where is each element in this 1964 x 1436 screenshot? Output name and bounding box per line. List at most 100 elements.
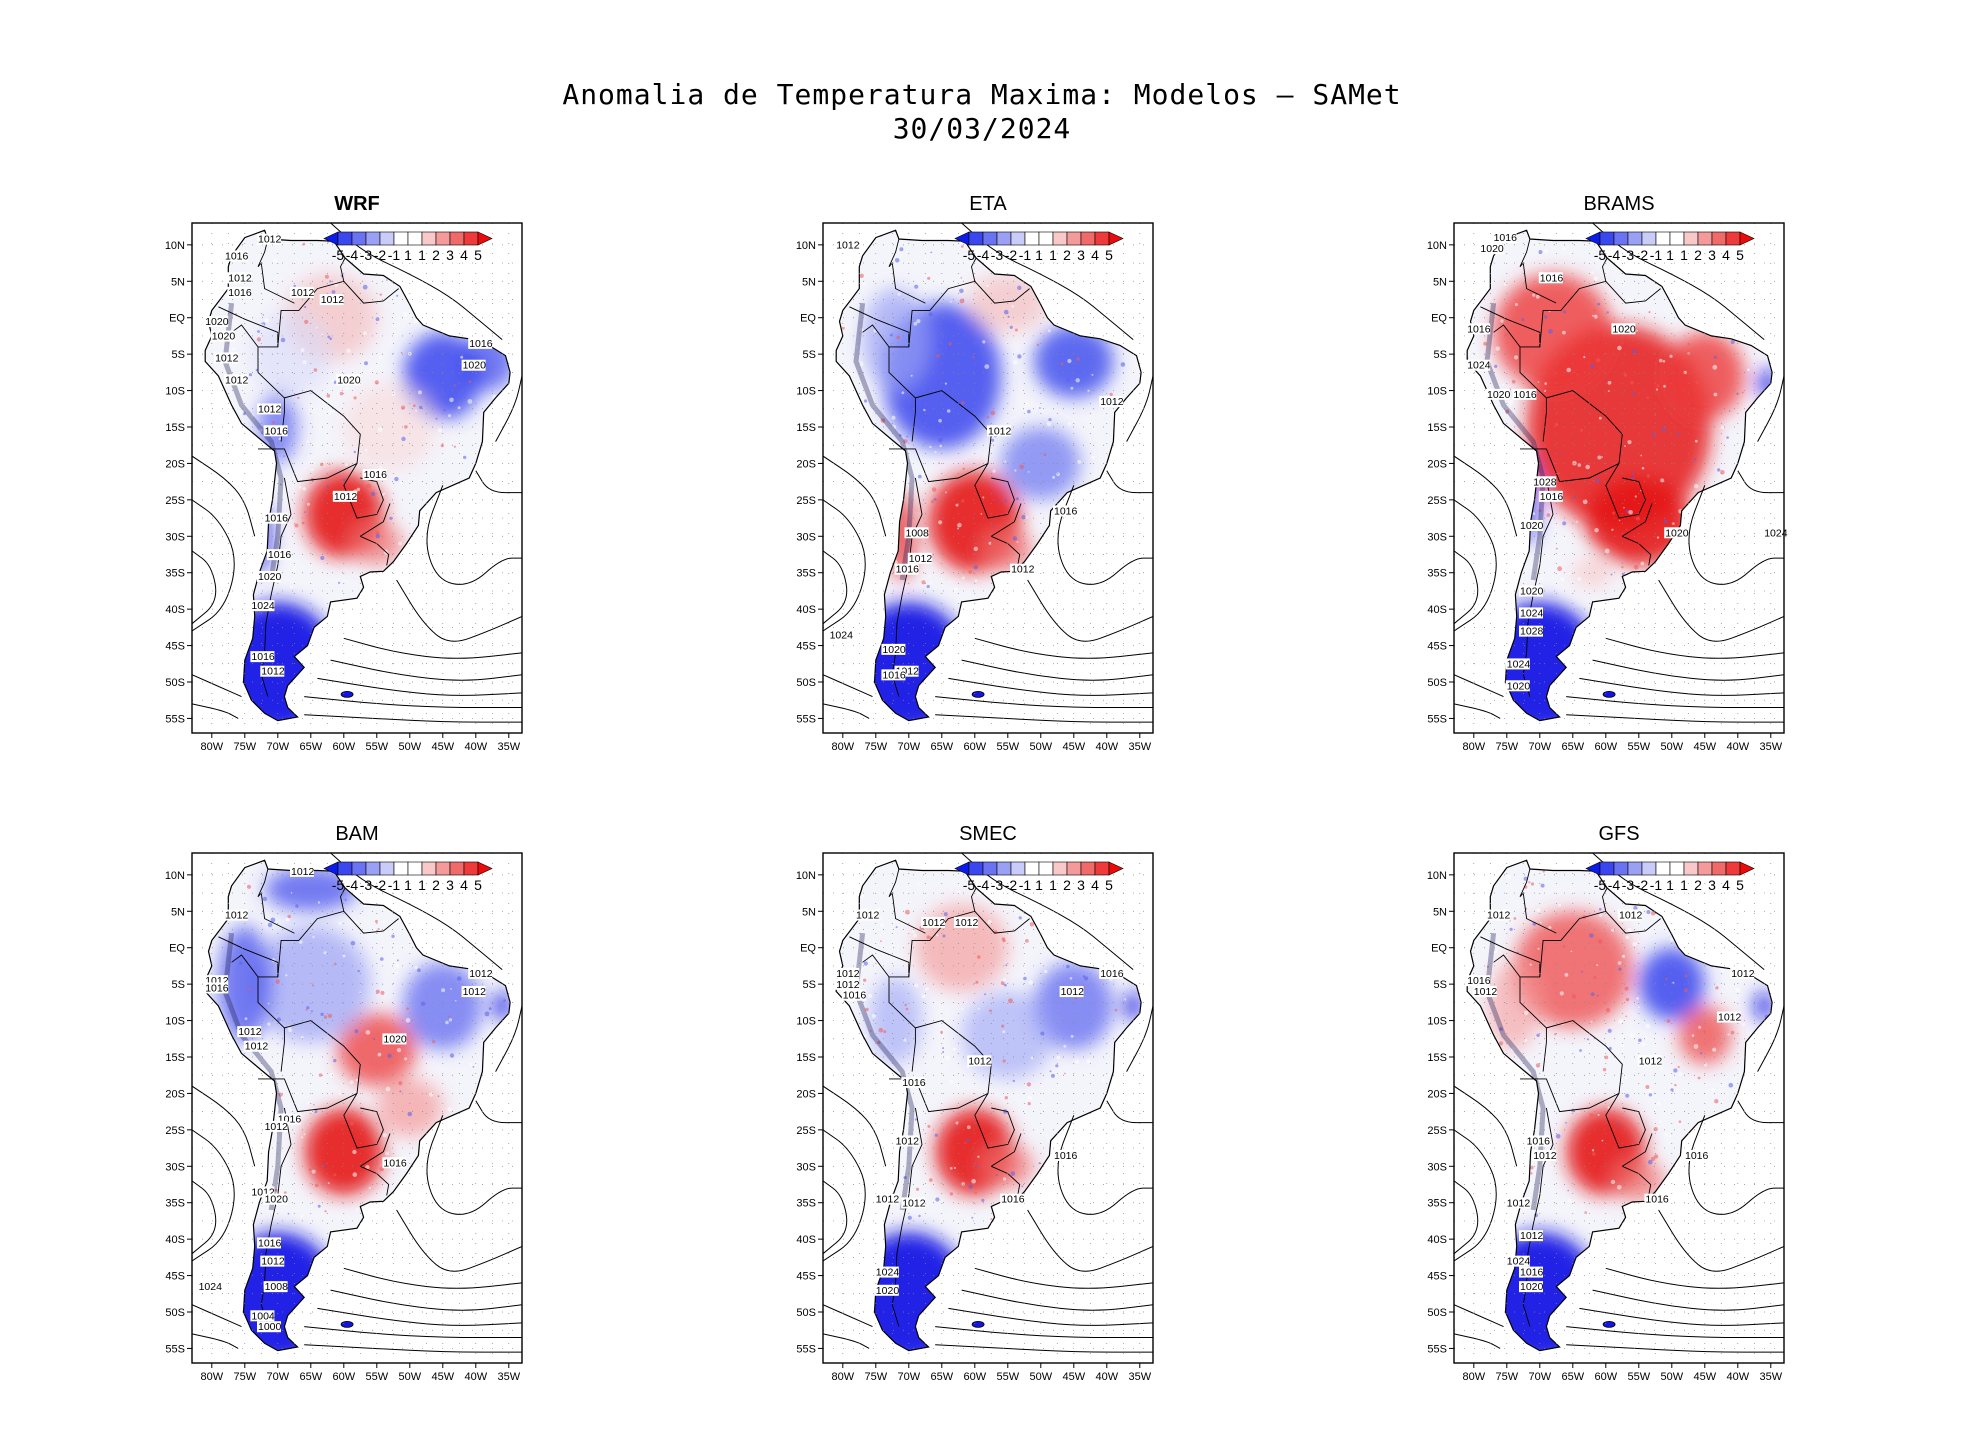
country-border [974,280,1030,304]
isobar-label: 1012 [1487,910,1511,922]
isobar-line [304,696,522,708]
colorbar-swatch [1641,861,1657,876]
isobar-line [304,714,522,723]
isobar-line [823,674,873,698]
panel-title: WRF [334,193,380,215]
lat-label: 10N [1427,870,1447,882]
isobar-line [974,1267,1153,1289]
isobar-label-bg [1664,527,1689,539]
country-border [1519,238,1531,267]
isobar-label: 1016 [265,425,289,437]
isobar-line [396,579,522,642]
colorbar-tick: 3 [1077,247,1085,263]
lon-label: 50W [1660,741,1683,753]
anomaly-region [1586,478,1692,566]
isobar-line [1454,1085,1518,1167]
isobar-label-bg [250,1186,275,1198]
isobar-label-bg [1637,1055,1662,1067]
colorbar-tick: -3 [1622,877,1635,893]
map-svg: 1012 101210121016101210121012101610121016… [1427,852,1785,1383]
lon-label: 65W [1561,741,1584,753]
colorbar-swatch [1080,861,1096,876]
isobar-label-bg [204,975,229,987]
anomaly-region [1034,325,1114,398]
country-border [1622,1165,1652,1196]
map-svg: 1012 1016 1012 1016 1012 1012 1020 1020 1012 1012… [165,222,523,753]
colorbar-swatch [407,861,423,876]
colorbar-tick: 2 [1694,877,1702,893]
colorbar-swatch [351,231,367,246]
anomaly-region [1123,991,1142,1021]
isobar-label-bg [1538,490,1563,502]
lat-label: 20S [165,458,185,470]
country-border [991,1133,1022,1167]
isobar-line [1658,579,1784,642]
lon-label: 40W [1095,1371,1118,1383]
country-border [974,463,1015,519]
isobar-label-bg [362,469,387,480]
isobar-label: 1012 [238,1026,262,1038]
colorbar-swatch [1697,231,1713,246]
isobar-label: 1016 [205,982,229,994]
country-border [908,887,977,977]
colorbar-swatch [1669,231,1685,246]
isobar-line [330,1289,522,1311]
colorbar-tick: 5 [1736,247,1744,263]
country-border [1605,280,1661,304]
isobar-label-bg [214,352,239,364]
country-border [1519,262,1557,304]
lat-label: 30S [1427,531,1447,543]
isobar-label: 1020 [383,1033,407,1045]
lon-label: 70W [1528,1371,1551,1383]
isobar-label: 1016 [265,513,289,525]
isobar-label: 1012 [955,917,979,929]
country-border [1493,954,1521,978]
isobar-label-bg [901,1197,926,1209]
colorbar-swatch [1725,861,1741,876]
country-border [1520,390,1623,483]
lat-label: 25S [165,495,185,507]
lon-label: 60W [332,1371,355,1383]
lat-label: 10N [1427,240,1447,252]
isobar-line [1566,714,1784,723]
colorbar-tick: 2 [1694,247,1702,263]
coastline [1466,859,1773,1352]
lon-label: 50W [398,1371,421,1383]
isobar-line [1658,1209,1784,1272]
isobar-line [935,1344,1153,1353]
isobar-line [948,1307,1153,1326]
colorbar-swatch [393,861,409,876]
country-border [1519,868,1531,897]
lat-label: 35S [796,1198,816,1210]
isobar-label: 1016 [469,338,493,350]
isobar-label-bg [1519,1281,1543,1293]
panel-smec: SMEC 1012 1012 1012 1012 1012 1016 1016 1012 101… [723,823,1193,1383]
anomaly-region [1572,558,1613,588]
colorbar-tick: -2 [374,247,387,263]
lat-label: EQ [800,943,816,955]
colorbar-tick: 4 [1722,247,1730,263]
isobar-label: 1016 [1100,968,1124,980]
falklands [340,690,354,698]
lon-label: 60W [1594,1371,1617,1383]
country-border [231,324,259,348]
country-border [1605,463,1646,519]
isobar-label: 1012 [1011,564,1035,576]
isobar-label: 1016 [1540,491,1564,503]
lat-label: EQ [1431,943,1447,955]
colorbar-tick: 1 [404,247,412,263]
figure-title: Anomalia de Temperatura Maxima: Modelos … [562,78,1402,111]
map-svg: 1012101210121008101210161016101210241020… [796,222,1154,753]
isobar-label: 1012 [1533,1150,1557,1162]
isobar-label-bg [907,552,932,564]
colorbar-tick: -3 [991,247,1004,263]
isobar-label-bg [227,272,252,284]
colorbar-tick: 3 [446,247,454,263]
country-border [1493,324,1521,348]
lat-label: 10N [796,870,816,882]
lat-label: 45S [796,1271,816,1283]
colorbar-tick: -1 [1019,247,1032,263]
isobar-label: 1012 [1718,1012,1742,1024]
isobar-label-bg [257,1321,281,1333]
lat-label: 25S [1427,1125,1447,1137]
